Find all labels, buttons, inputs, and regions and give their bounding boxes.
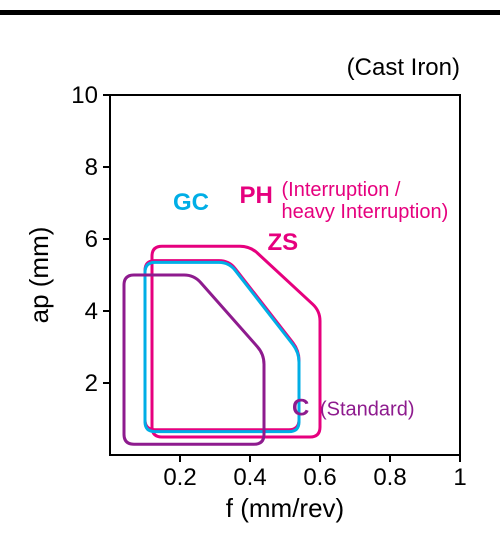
chart-svg: (Cast Iron) 2 4 6 8 10 0.2 0.4 0.6 0.8 1 f (mm/rev)… [20,55,480,535]
y-tick-label: 4 [85,298,98,325]
label-C: C [292,394,309,421]
region-GC [145,262,299,431]
x-tick-label: 0.8 [373,464,406,491]
x-tick-label: 0.4 [233,464,266,491]
y-tick-label: 10 [71,82,98,109]
sublabel-C: (Standard) [320,398,415,420]
sublabel-PH: (Interruption / [282,179,401,201]
chart-frame: (Cast Iron) 2 4 6 8 10 0.2 0.4 0.6 0.8 1 f (mm/rev)… [0,0,500,553]
sublabel-PH: heavy Interruption) [282,201,449,223]
label-ZS: ZS [268,229,299,256]
x-tick-label: 0.6 [303,464,336,491]
x-tick-label: 0.2 [163,464,196,491]
x-tick-label: 1 [453,464,466,491]
label-GC: GC [173,189,209,216]
chart-container: (Cast Iron) 2 4 6 8 10 0.2 0.4 0.6 0.8 1 f (mm/rev)… [20,55,480,535]
x-axis-label: f (mm/rev) [226,493,344,523]
label-PH: PH [240,182,273,209]
y-axis-label: ap (mm) [24,227,54,324]
region-ZS [145,261,299,430]
material-label: (Cast Iron) [347,55,460,81]
top-divider [0,10,500,15]
y-tick-label: 8 [85,154,98,181]
y-tick-label: 6 [85,226,98,253]
y-tick-label: 2 [85,370,98,397]
